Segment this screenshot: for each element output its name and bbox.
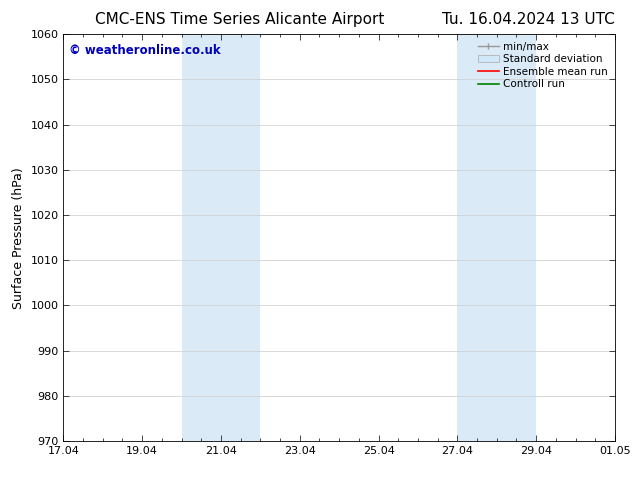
- Text: Tu. 16.04.2024 13 UTC: Tu. 16.04.2024 13 UTC: [443, 12, 615, 27]
- Text: CMC-ENS Time Series Alicante Airport: CMC-ENS Time Series Alicante Airport: [95, 12, 384, 27]
- Bar: [457, 34, 536, 441]
- Y-axis label: Surface Pressure (hPa): Surface Pressure (hPa): [12, 167, 25, 309]
- Text: © weatheronline.co.uk: © weatheronline.co.uk: [69, 45, 221, 57]
- Legend: min/max, Standard deviation, Ensemble mean run, Controll run: min/max, Standard deviation, Ensemble me…: [476, 40, 610, 92]
- Bar: [181, 34, 261, 441]
